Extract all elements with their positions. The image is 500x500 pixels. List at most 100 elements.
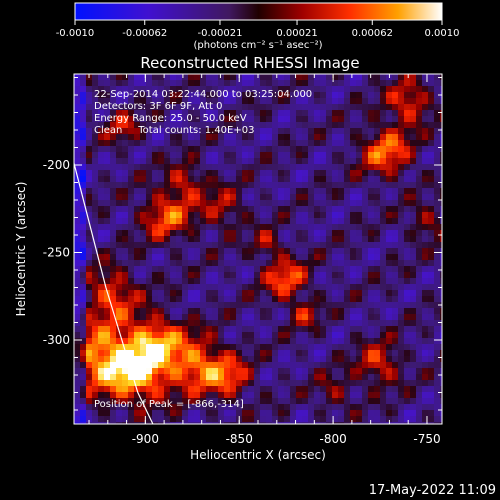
heatmap-cell — [398, 422, 405, 424]
heatmap-cell — [344, 296, 351, 303]
heatmap-cell — [248, 176, 255, 183]
heatmap-cell — [434, 410, 441, 417]
heatmap-cell — [242, 290, 249, 297]
heatmap-cell — [194, 188, 201, 195]
heatmap-cell — [302, 248, 309, 255]
heatmap-cell — [158, 98, 165, 105]
heatmap-cell — [302, 212, 309, 219]
heatmap-cell — [230, 320, 237, 327]
heatmap-cell — [176, 410, 183, 417]
heatmap-cell — [224, 374, 231, 381]
heatmap-cell — [254, 278, 261, 285]
heatmap-cell — [218, 110, 225, 117]
heatmap-cell — [392, 248, 399, 255]
heatmap-cell — [410, 140, 417, 147]
heatmap-cell — [338, 188, 345, 195]
heatmap-cell — [140, 404, 147, 411]
heatmap-cell — [146, 374, 153, 381]
heatmap-cell — [122, 152, 129, 159]
heatmap-cell — [278, 326, 285, 333]
heatmap-cell — [308, 278, 315, 285]
heatmap-cell — [374, 194, 381, 201]
heatmap-cell — [266, 260, 273, 267]
heatmap-cell — [176, 242, 183, 249]
heatmap-cell — [404, 104, 411, 111]
heatmap-cell — [302, 122, 309, 129]
heatmap-cell — [272, 116, 279, 123]
heatmap-cell — [128, 398, 135, 405]
heatmap-cell — [302, 146, 309, 153]
heatmap-cell — [338, 206, 345, 213]
heatmap-cell — [266, 218, 273, 225]
heatmap-cell — [188, 380, 195, 387]
heatmap-cell — [332, 290, 339, 297]
heatmap-cell — [326, 194, 333, 201]
heatmap-cell — [266, 272, 273, 279]
heatmap-cell — [380, 206, 387, 213]
heatmap-cell — [314, 170, 321, 177]
heatmap-cell — [386, 176, 393, 183]
heatmap-cell — [110, 104, 117, 111]
heatmap-cell — [194, 302, 201, 309]
heatmap-cell — [248, 356, 255, 363]
heatmap-cell — [122, 98, 129, 105]
heatmap-cell — [236, 344, 243, 351]
heatmap-cell — [128, 362, 135, 369]
heatmap-cell — [98, 134, 105, 141]
heatmap-cell — [398, 128, 405, 135]
heatmap-cell — [296, 104, 303, 111]
heatmap-cell — [206, 98, 213, 105]
heatmap-cell — [296, 380, 303, 387]
heatmap-cell — [296, 134, 303, 141]
heatmap-cell — [284, 410, 291, 417]
heatmap-cell — [164, 146, 171, 153]
heatmap-cell — [434, 284, 441, 291]
heatmap-cell — [272, 200, 279, 207]
heatmap-cell — [242, 248, 249, 255]
heatmap-cell — [428, 392, 435, 399]
heatmap-cell — [92, 194, 99, 201]
heatmap-cell — [242, 194, 249, 201]
heatmap-cell — [398, 104, 405, 111]
heatmap-cell — [236, 308, 243, 315]
heatmap-cell — [308, 416, 315, 423]
heatmap-cell — [212, 182, 219, 189]
heatmap-cell — [230, 296, 237, 303]
heatmap-cell — [296, 398, 303, 405]
heatmap-cell — [314, 134, 321, 141]
heatmap-cell — [272, 356, 279, 363]
heatmap-cell — [212, 134, 219, 141]
heatmap-cell — [272, 254, 279, 261]
heatmap-cell — [230, 266, 237, 273]
heatmap-cell — [296, 290, 303, 297]
heatmap-cell — [146, 236, 153, 243]
heatmap-cell — [248, 152, 255, 159]
heatmap-cell — [92, 170, 99, 177]
annotation-detectors: Detectors: 3F 6F 9F, Att 0 — [94, 101, 222, 112]
heatmap-cell — [302, 230, 309, 237]
heatmap-cell — [92, 104, 99, 111]
heatmap-cell — [440, 200, 442, 207]
heatmap-cell — [422, 344, 429, 351]
heatmap-cell — [212, 266, 219, 273]
heatmap-cell — [296, 392, 303, 399]
heatmap-cell — [362, 242, 369, 249]
heatmap-cell — [428, 140, 435, 147]
heatmap-cell — [266, 326, 273, 333]
footer-timestamp: 17-May-2022 11:09 — [369, 483, 496, 498]
heatmap-cell — [260, 278, 267, 285]
heatmap-cell — [176, 296, 183, 303]
heatmap-cell — [218, 404, 225, 411]
heatmap-cell — [158, 152, 165, 159]
heatmap-cell — [308, 200, 315, 207]
x-tick-label: -800 — [319, 432, 346, 446]
heatmap-cell — [416, 344, 423, 351]
heatmap-cell — [200, 140, 207, 147]
heatmap-cell — [152, 326, 159, 333]
heatmap-cell — [416, 410, 423, 417]
heatmap-cell — [440, 374, 442, 381]
heatmap-cell — [302, 164, 309, 171]
heatmap-cell — [362, 320, 369, 327]
heatmap-cell — [368, 338, 375, 345]
heatmap-cell — [386, 116, 393, 123]
